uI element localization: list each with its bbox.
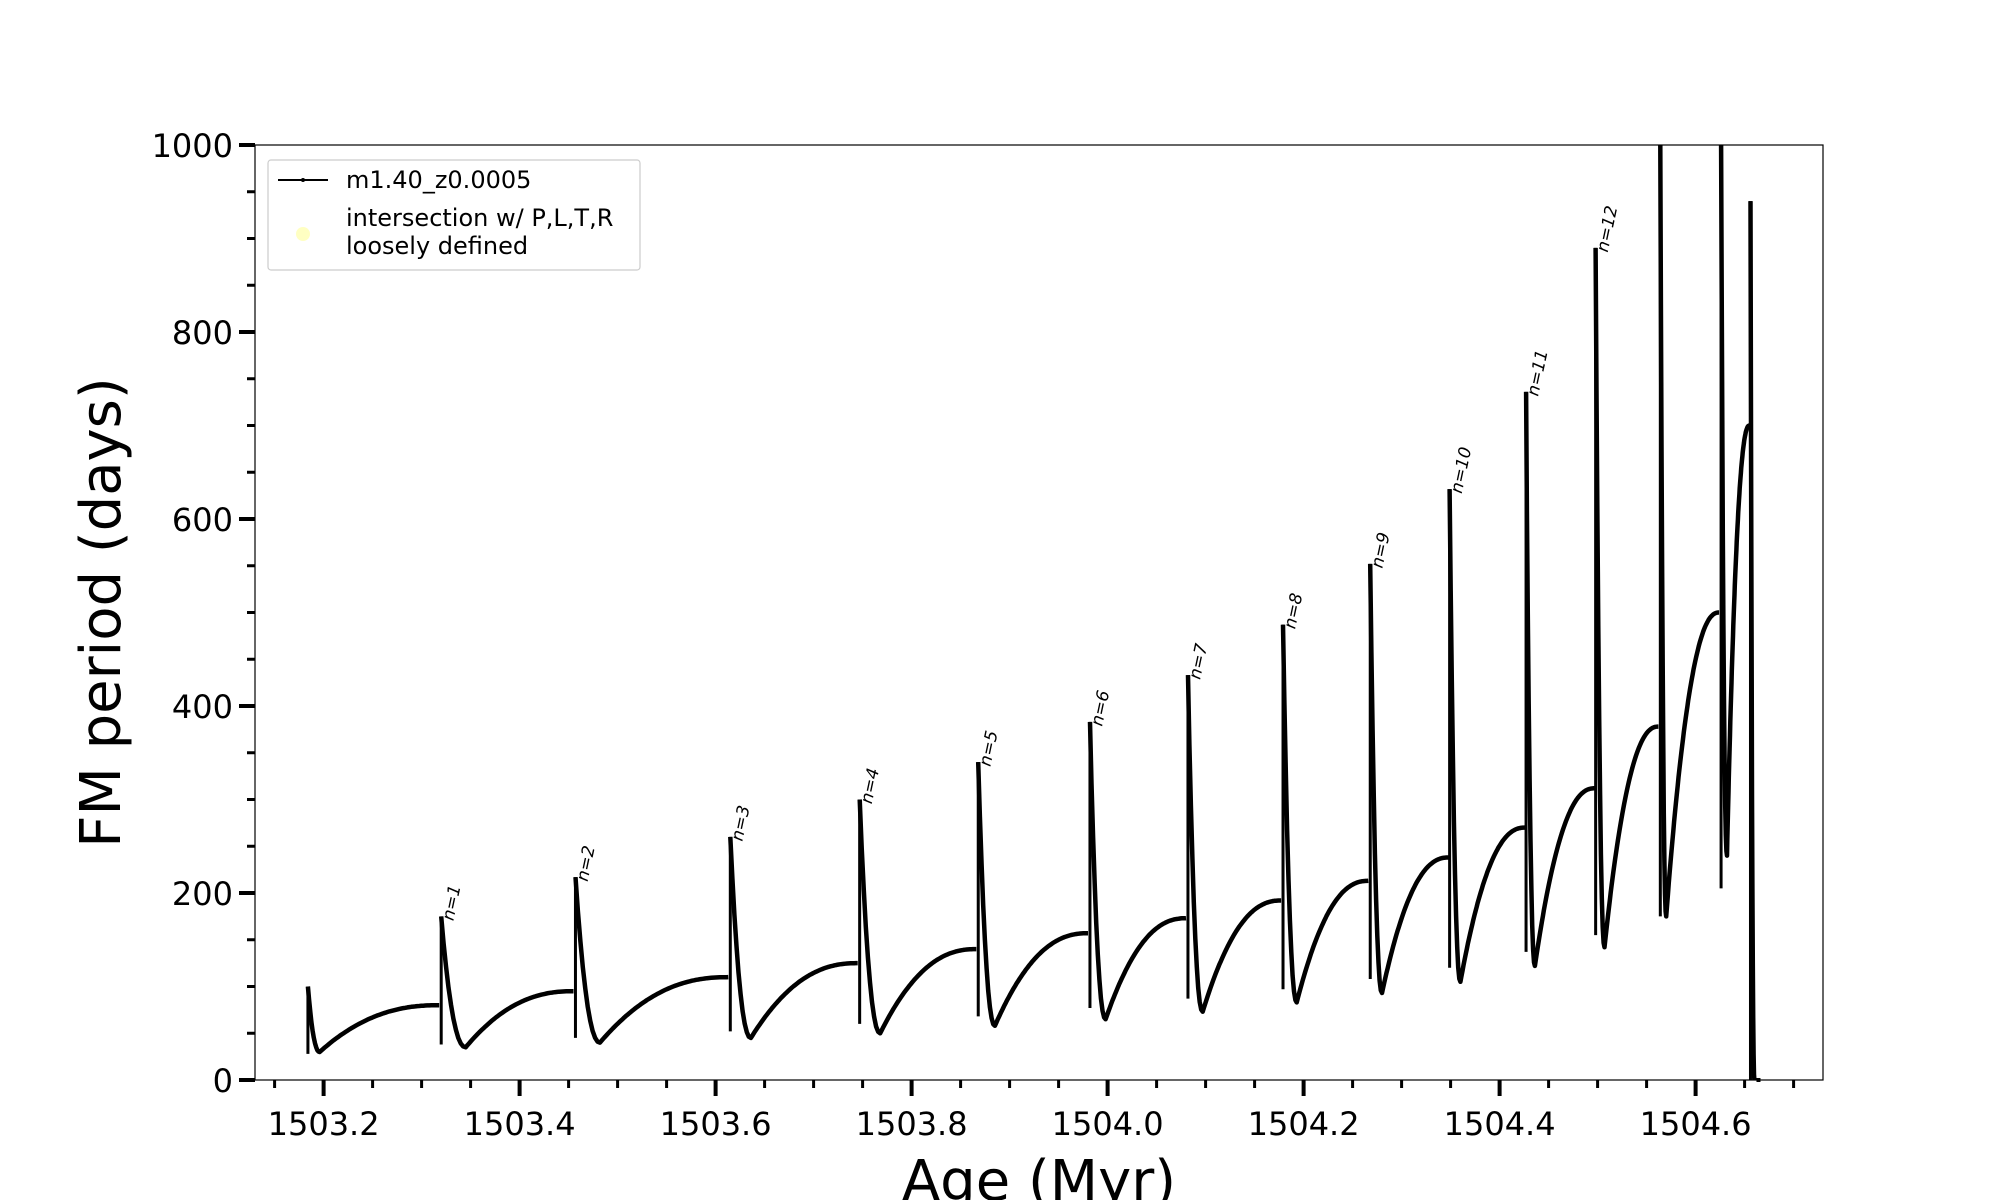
legend-box xyxy=(267,159,641,271)
x-tick-label: 1504.4 xyxy=(1444,1105,1556,1143)
legend: m1.40_z0.0005 intersection w/ P,L,T,R lo… xyxy=(267,159,641,271)
series-line-cycle-14 xyxy=(1658,144,1721,919)
series-line-cycle-10 xyxy=(1367,563,1450,996)
x-axis: 1503.2 1503.4 1503.6 1503.8 1504.0 1504.2 1504… xyxy=(268,1080,1796,1143)
x-tick-label: 1504.2 xyxy=(1248,1105,1360,1143)
series-line-cycle-4 xyxy=(728,836,859,1041)
y-tick-label: 200 xyxy=(172,875,233,913)
y-tick-label: 600 xyxy=(172,501,233,539)
y-tick-label: 1000 xyxy=(152,127,233,165)
legend-line-dot xyxy=(301,178,305,182)
series-line-cycle-3 xyxy=(573,876,729,1045)
series-line-cycle-9 xyxy=(1280,624,1370,1005)
legend-label-intersection: intersection w/ P,L,T,R xyxy=(346,204,613,232)
series-line-cycle-11 xyxy=(1447,489,1527,985)
series-line-cycle-12 xyxy=(1523,391,1596,969)
legend-label-series: m1.40_z0.0005 xyxy=(346,166,531,194)
x-axis-title: Age (Myr) xyxy=(902,1149,1176,1200)
legend-circle-marker xyxy=(296,227,310,241)
series-line-cycle-8 xyxy=(1185,675,1283,1014)
series-layer xyxy=(305,144,1761,1082)
y-tick-label: 400 xyxy=(172,688,233,726)
series-line-cycle-1 xyxy=(305,986,440,1055)
x-tick-label: 1503.2 xyxy=(268,1105,380,1143)
y-tick-label: 800 xyxy=(172,314,233,352)
x-tick-label: 1503.4 xyxy=(464,1105,576,1143)
legend-label-intersection-line2: loosely defined xyxy=(346,232,528,260)
series-line-cycle-6 xyxy=(975,762,1089,1029)
series-line-cycle-7 xyxy=(1087,721,1187,1022)
series-line-cycle-5 xyxy=(857,799,977,1036)
x-tick-label: 1504.6 xyxy=(1640,1105,1752,1143)
series-line-cycle-2 xyxy=(438,916,574,1050)
x-tick-label: 1504.0 xyxy=(1052,1105,1164,1143)
plot-area: n=1n=2n=3n=4n=5n=6n=7n=8n=9n=10n=11n=12 xyxy=(254,144,1824,1082)
y-tick-label: 0 xyxy=(213,1062,233,1100)
series-line-cycle-16 xyxy=(1748,201,1757,1081)
series-line-cycle-13 xyxy=(1593,247,1660,950)
x-tick-label: 1503.6 xyxy=(660,1105,772,1143)
y-axis: 0 200 400 600 800 1000 xyxy=(152,127,255,1100)
y-axis-title: FM period (days) xyxy=(69,377,134,847)
series-line-cycle-15 xyxy=(1718,144,1752,858)
x-tick-label: 1503.8 xyxy=(856,1105,968,1143)
